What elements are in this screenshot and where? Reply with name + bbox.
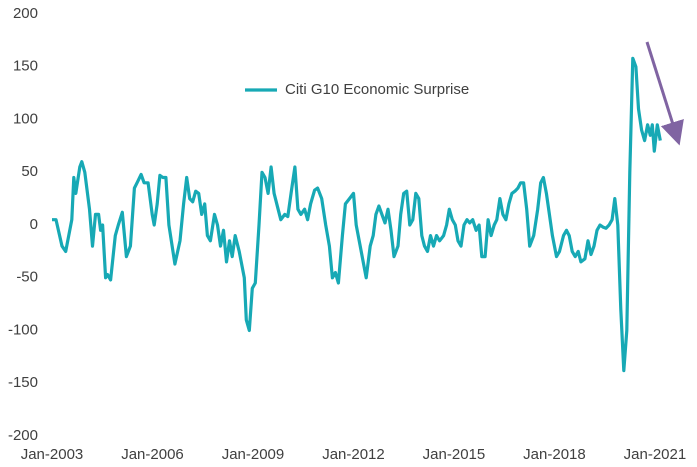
y-tick-label: -50 [16,269,38,286]
y-tick-label: 200 [13,5,38,22]
x-tick-label: Jan-2003 [21,446,84,463]
y-tick-label: 100 [13,110,38,127]
trend-arrow [645,41,684,146]
y-tick-label: 0 [30,216,38,233]
y-tick-label: -150 [8,374,38,391]
series-line [52,56,662,373]
x-tick-label: Jan-2012 [322,446,385,463]
y-tick-label: 150 [13,58,38,75]
y-tick-label: -100 [8,321,38,338]
legend-label: Citi G10 Economic Surprise [285,81,469,98]
x-tick-label: Jan-2015 [423,446,486,463]
x-tick-label: Jan-2009 [222,446,285,463]
y-tick-label: 50 [21,163,38,180]
x-tick-label: Jan-2006 [121,446,184,463]
x-tick-label: Jan-2021 [624,446,687,463]
x-tick-label: Jan-2018 [523,446,586,463]
y-tick-label: -200 [8,427,38,444]
